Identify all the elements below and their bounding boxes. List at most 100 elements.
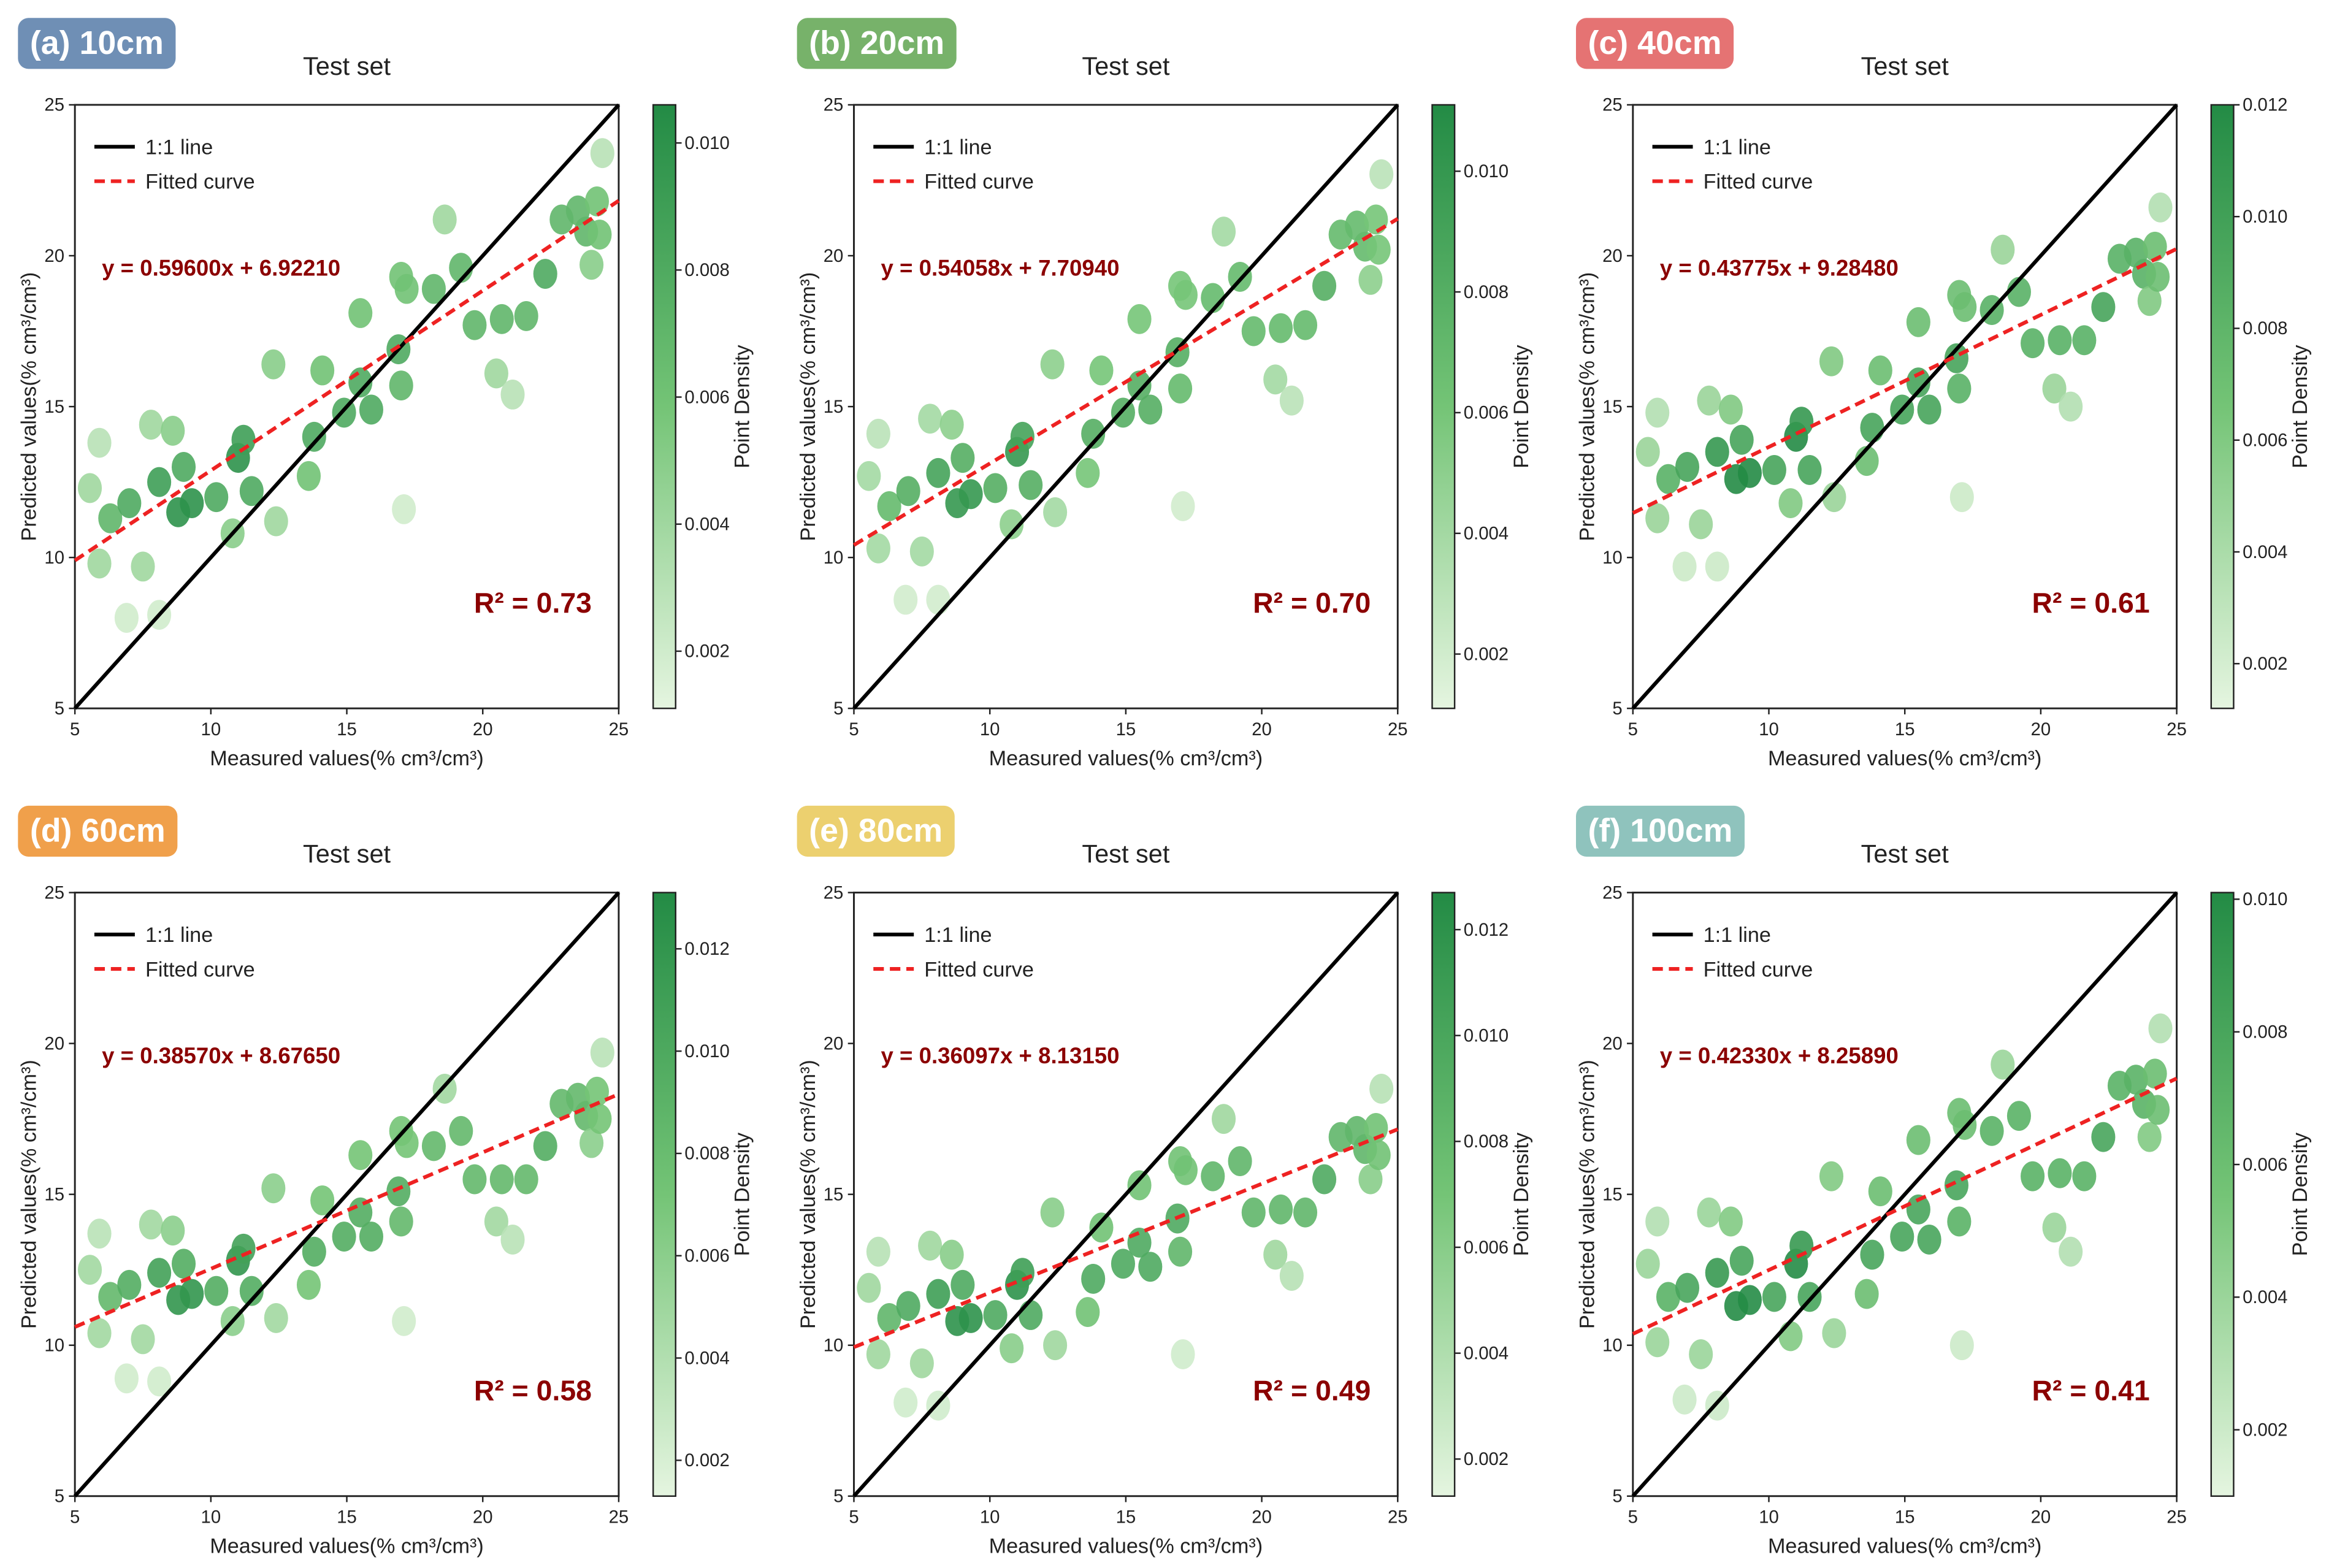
point bbox=[1868, 355, 1892, 386]
point bbox=[1168, 1236, 1193, 1267]
fit-equation: y = 0.42330x + 8.25890 bbox=[1660, 1043, 1899, 1068]
point bbox=[1173, 280, 1198, 310]
x-tick-label: 10 bbox=[201, 1507, 221, 1528]
panel-label: (c) 40cm bbox=[1588, 25, 1722, 61]
point bbox=[2048, 325, 2072, 356]
x-tick-label: 25 bbox=[2167, 719, 2187, 740]
y-tick-label: 20 bbox=[44, 1033, 64, 1054]
point bbox=[1737, 457, 1762, 488]
y-tick-label: 25 bbox=[1602, 882, 1623, 903]
point bbox=[1718, 394, 1743, 425]
x-tick-label: 25 bbox=[2167, 1507, 2187, 1528]
x-tick-label: 25 bbox=[609, 1507, 629, 1528]
chart-title: Test set bbox=[1082, 52, 1170, 80]
point bbox=[1228, 1146, 1252, 1176]
colorbar-tick-label: 0.006 bbox=[2243, 430, 2287, 451]
point bbox=[1358, 264, 1383, 295]
point bbox=[1645, 397, 1670, 428]
legend-label: 1:1 line bbox=[924, 924, 992, 947]
x-tick-label: 10 bbox=[1759, 719, 1779, 740]
colorbar-tick-label: 0.008 bbox=[1464, 282, 1509, 302]
x-tick-label: 25 bbox=[1388, 1507, 1408, 1528]
point bbox=[1263, 1239, 1288, 1270]
point bbox=[1019, 1300, 1043, 1330]
point bbox=[1789, 407, 1814, 437]
y-tick-label: 5 bbox=[55, 1486, 64, 1507]
point bbox=[310, 355, 335, 386]
x-tick-label: 5 bbox=[849, 719, 859, 740]
point bbox=[1635, 437, 1660, 467]
point bbox=[1868, 1176, 1892, 1207]
point bbox=[98, 503, 123, 534]
point bbox=[2137, 1122, 2162, 1152]
x-tick-label: 15 bbox=[337, 1507, 357, 1528]
point bbox=[302, 1236, 326, 1267]
colorbar-tick-label: 0.004 bbox=[684, 514, 729, 534]
x-tick-label: 20 bbox=[2031, 719, 2051, 740]
y-tick-label: 15 bbox=[1602, 1184, 1623, 1204]
point bbox=[310, 1185, 335, 1215]
legend-label: Fitted curve bbox=[924, 170, 1034, 194]
point bbox=[584, 186, 610, 216]
colorbar-tick-label: 0.010 bbox=[684, 1041, 729, 1061]
identity-line bbox=[73, 891, 621, 1497]
point bbox=[1689, 509, 1713, 540]
fit-line bbox=[1632, 247, 2178, 515]
point bbox=[1201, 1161, 1225, 1191]
point bbox=[1949, 1330, 1974, 1361]
point bbox=[866, 533, 890, 564]
colorbar-label: Point Density bbox=[1510, 344, 1533, 468]
colorbar-tick-label: 0.008 bbox=[2243, 1022, 2287, 1042]
x-tick-label: 20 bbox=[473, 719, 493, 740]
legend-label: Fitted curve bbox=[1704, 170, 1813, 194]
x-axis-label: Measured values(% cm³/cm³) bbox=[210, 1535, 484, 1558]
fit-line bbox=[852, 217, 1399, 547]
y-tick-label: 15 bbox=[1602, 397, 1623, 417]
point bbox=[2042, 373, 2067, 403]
x-tick-label: 15 bbox=[1116, 1507, 1136, 1528]
point bbox=[484, 1206, 508, 1237]
point bbox=[1635, 1249, 1660, 1279]
point bbox=[926, 1279, 950, 1309]
point bbox=[117, 488, 142, 518]
point bbox=[950, 1269, 975, 1300]
point bbox=[264, 506, 288, 537]
point bbox=[1279, 385, 1304, 416]
point bbox=[1675, 452, 1700, 482]
x-tick-label: 10 bbox=[980, 1507, 1000, 1528]
point bbox=[896, 1291, 920, 1321]
point bbox=[533, 259, 557, 289]
point bbox=[484, 358, 508, 389]
point bbox=[587, 1104, 612, 1134]
point bbox=[1138, 1252, 1163, 1282]
point bbox=[1043, 1330, 1068, 1361]
point bbox=[866, 1236, 890, 1267]
point bbox=[1076, 1297, 1100, 1328]
point bbox=[87, 548, 112, 579]
point bbox=[147, 467, 172, 497]
point bbox=[909, 536, 934, 567]
point bbox=[392, 1306, 416, 1336]
point bbox=[1697, 1197, 1721, 1228]
point bbox=[2059, 1236, 2083, 1267]
point bbox=[1127, 304, 1152, 334]
x-tick-label: 20 bbox=[1252, 719, 1272, 740]
y-tick-label: 25 bbox=[44, 95, 64, 115]
point bbox=[1171, 1339, 1195, 1369]
point bbox=[1081, 418, 1106, 449]
point bbox=[2146, 1095, 2170, 1125]
x-tick-label: 20 bbox=[473, 1507, 493, 1528]
point bbox=[1040, 1197, 1065, 1228]
point bbox=[204, 1275, 229, 1306]
point bbox=[1010, 421, 1035, 452]
legend-label: Fitted curve bbox=[145, 958, 255, 981]
point bbox=[1127, 1170, 1152, 1201]
colorbar-tick-label: 0.006 bbox=[1464, 1237, 1509, 1258]
point bbox=[590, 1037, 614, 1068]
colorbar-tick-label: 0.006 bbox=[684, 1246, 729, 1266]
point bbox=[1000, 1333, 1024, 1364]
panel-label: (a) 10cm bbox=[30, 25, 164, 61]
x-tick-label: 15 bbox=[337, 719, 357, 740]
y-axis-label: Predicted values(% cm³/cm³) bbox=[797, 1060, 820, 1329]
colorbar-tick-label: 0.012 bbox=[2243, 95, 2287, 115]
